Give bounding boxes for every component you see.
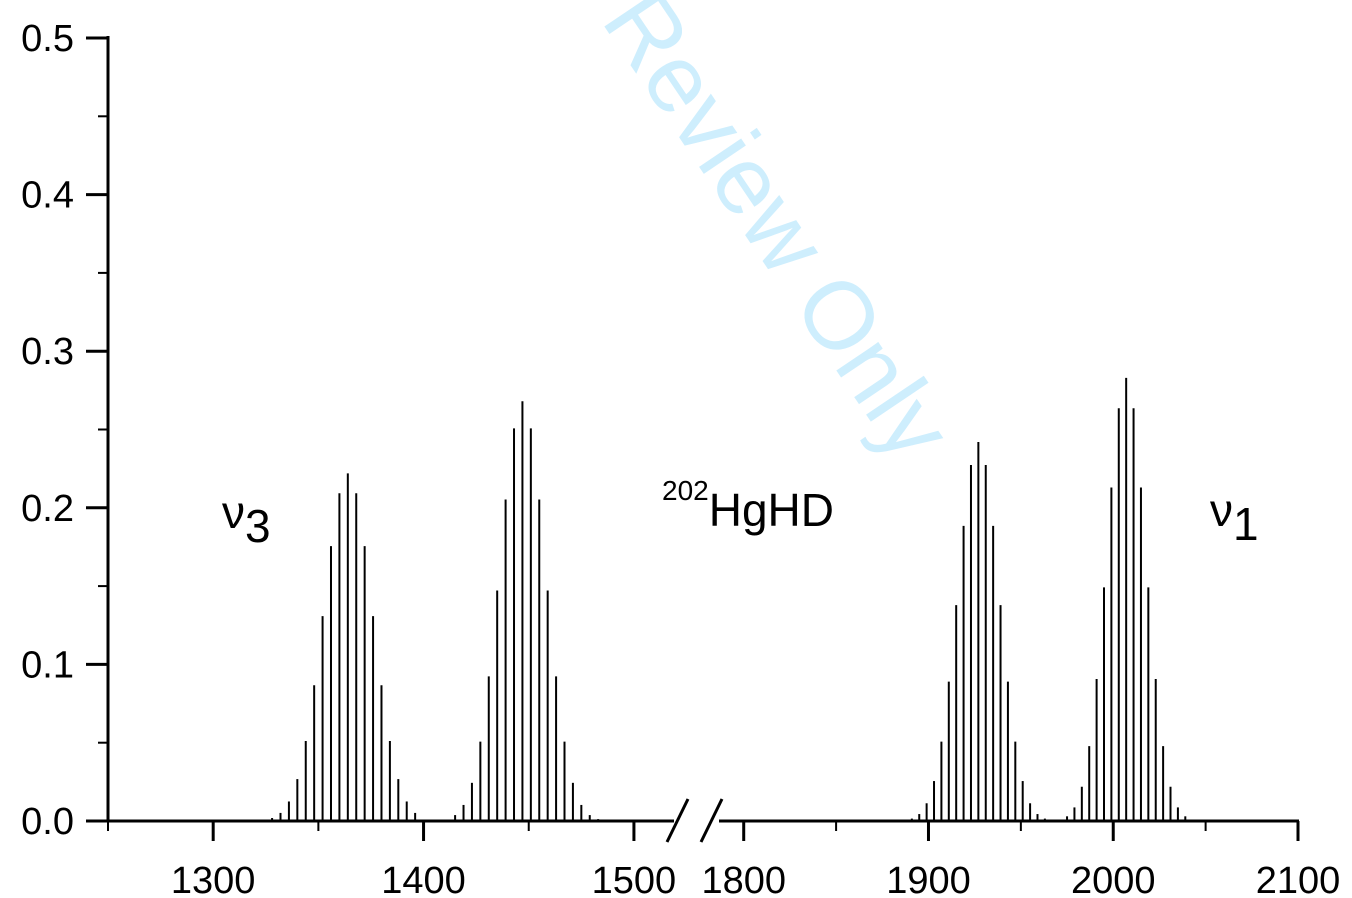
x-tick-label: 2100 bbox=[1256, 860, 1341, 898]
x-tick-label: 1800 bbox=[701, 860, 786, 898]
nu1-label: ν1 bbox=[1210, 484, 1259, 550]
x-tick-label: 1900 bbox=[886, 860, 971, 898]
axis-labels: 0.0 0.1 0.2 0.3 0.4 0.5 1300 1400 1500 1800 1900 20… bbox=[21, 18, 1340, 898]
y-tick-label: 0.4 bbox=[21, 175, 74, 217]
axes bbox=[86, 36, 1300, 843]
x-tick-label: 1400 bbox=[381, 860, 466, 898]
x-tick-label: 2000 bbox=[1071, 860, 1156, 898]
nu3-label: ν3 bbox=[222, 486, 271, 552]
axis-break-mark bbox=[699, 798, 724, 843]
x-tick-label: 1300 bbox=[171, 860, 256, 898]
watermark: Review Only bbox=[583, 0, 973, 478]
axis-break-mark bbox=[665, 798, 690, 843]
y-tick-label: 0.0 bbox=[21, 801, 74, 843]
y-tick-label: 0.5 bbox=[21, 18, 74, 60]
y-tick-label: 0.2 bbox=[21, 488, 74, 530]
species-label: 202HgHD bbox=[662, 475, 834, 536]
x-tick-label: 1500 bbox=[592, 860, 677, 898]
spectral-lines bbox=[271, 377, 1194, 821]
y-tick-label: 0.3 bbox=[21, 331, 74, 373]
y-tick-label: 0.1 bbox=[21, 644, 74, 686]
